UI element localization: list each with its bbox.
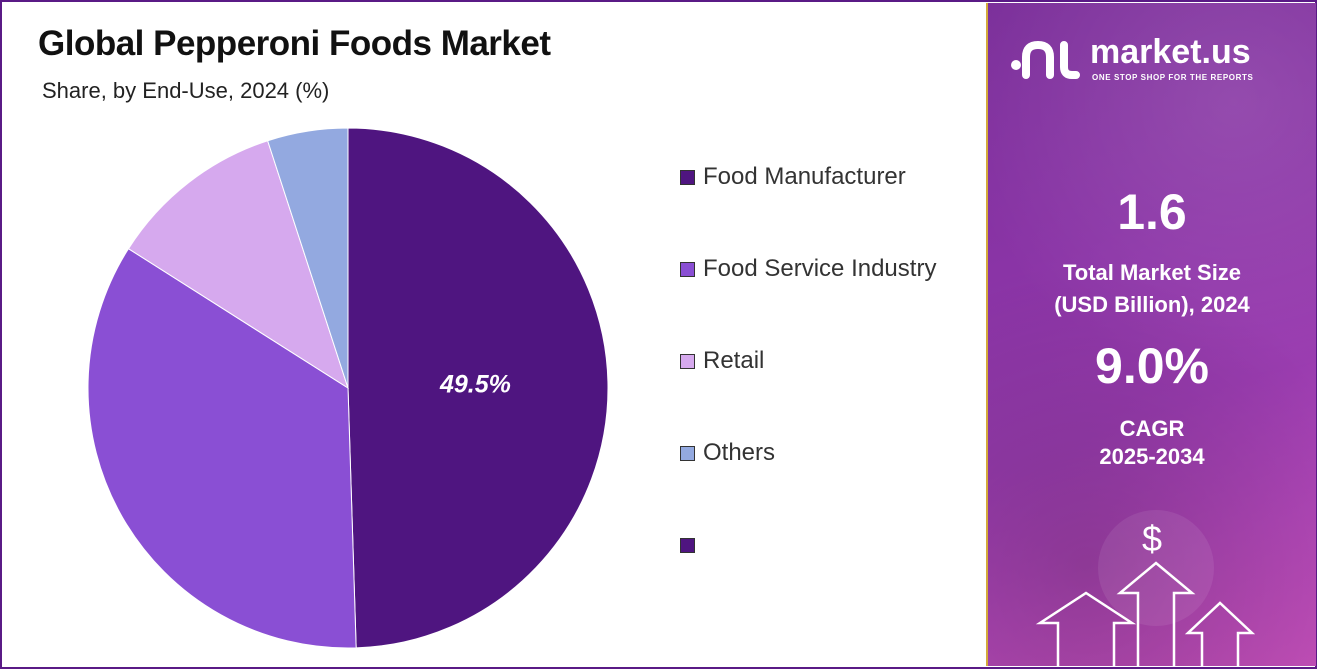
coin-circle <box>1098 510 1214 626</box>
market-size-value: 1.6 <box>1117 184 1187 240</box>
legend-item-1: Food Service Industry <box>680 249 936 289</box>
legend-swatch-4 <box>680 537 695 553</box>
legend-label-2: Retail <box>703 347 765 374</box>
pie-data-label-0: 49.5% <box>439 371 511 399</box>
legend-swatch-2 <box>680 353 695 369</box>
legend-swatch-0 <box>680 169 695 185</box>
legend-swatch-1 <box>680 261 695 277</box>
growth-arrows-illustration <box>1035 510 1256 666</box>
legend-item-0: Food Manufacturer <box>680 157 936 197</box>
cagr-value: 9.0% <box>1095 338 1209 394</box>
arrow-up-center-icon <box>1116 561 1196 666</box>
chart-subtitle: Share, by End-Use, 2024 (%) <box>42 78 330 103</box>
brand-tagline: ONE STOP SHOP FOR THE REPORTS <box>1092 73 1254 82</box>
cagr-label-line1: CAGR <box>1119 416 1185 441</box>
legend-label-0: Food Manufacturer <box>703 163 906 190</box>
pie-slice-0 <box>347 127 609 649</box>
legend-label-1: Food Service Industry <box>703 255 937 282</box>
legend-label-3: Others <box>703 439 776 466</box>
market-size-label-line2: (USD Billion), 2024 <box>1054 292 1250 317</box>
legend-item-3: Others <box>680 433 936 473</box>
chart-title: Global Pepperoni Foods Market <box>38 24 551 63</box>
market-us-logo-icon <box>1011 40 1080 79</box>
dollar-icon: $ <box>1141 518 1163 559</box>
legend-item-4 <box>680 525 936 565</box>
brand-name: market.us <box>1090 33 1251 71</box>
summary-panel: market.us ONE STOP SHOP FOR THE REPORTS … <box>986 3 1316 666</box>
market-size-label-line1: Total Market Size <box>1062 260 1242 285</box>
legend-swatch-3 <box>680 445 695 461</box>
legend: Food Manufacturer Food Service Industry Re… <box>680 157 936 617</box>
legend-item-2: Retail <box>680 341 936 381</box>
pie-slice-2 <box>127 140 349 390</box>
cagr-label-line2: 2025-2034 <box>1099 444 1205 469</box>
pie-slice-1 <box>87 247 357 649</box>
arrow-up-left-icon <box>1035 591 1137 666</box>
pie-slice-3 <box>267 127 349 389</box>
pie-chart: 49.5% <box>87 127 609 649</box>
arrow-up-right-icon <box>1184 601 1256 666</box>
